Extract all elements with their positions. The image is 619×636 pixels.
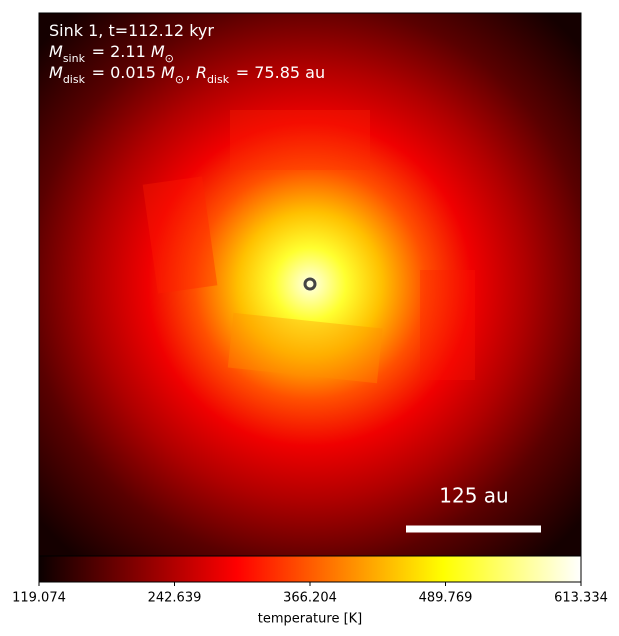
annotation-part: = 2.11 [87, 42, 151, 61]
annotation-part: R [196, 63, 207, 82]
annotation-part: M [49, 42, 63, 61]
colorbar-tick-label: 613.334 [554, 591, 608, 606]
colorbar-tick-label: 489.769 [419, 591, 473, 606]
annotation-part: Sink 1, t=112.12 kyr [49, 21, 214, 40]
annotation-sub: disk [63, 73, 86, 86]
annotation-sub: ⊙ [165, 52, 174, 65]
annotation-part: M [151, 42, 165, 61]
scale-bar-label: 125 au [439, 484, 508, 508]
annotation-sub: sink [63, 52, 86, 65]
annotation: Sink 1, t=112.12 kyr [49, 21, 214, 40]
annotation: Mdisk = 0.015 M⊙ , Rdisk = 75.85 au [49, 63, 325, 86]
annotation-part: = 0.015 [87, 63, 161, 82]
annotation: Msink = 2.11 M⊙ [49, 42, 175, 65]
annotation-sub: disk [207, 73, 230, 86]
colorbar [38, 555, 582, 583]
annotation-part: M [49, 63, 63, 82]
heatmap [39, 13, 581, 556]
colorbar-tick-label: 119.074 [12, 591, 66, 606]
sink-marker [303, 277, 317, 291]
colorbar-label: temperature [K] [258, 612, 363, 627]
annotation-part: M [161, 63, 175, 82]
annotation-part: = 75.85 au [231, 63, 325, 82]
colorbar-tick-label: 242.639 [148, 591, 202, 606]
annotation-sub: ⊙ [175, 73, 184, 86]
colorbar-tick-label: 366.204 [283, 591, 337, 606]
annotation-part: , [186, 63, 196, 82]
